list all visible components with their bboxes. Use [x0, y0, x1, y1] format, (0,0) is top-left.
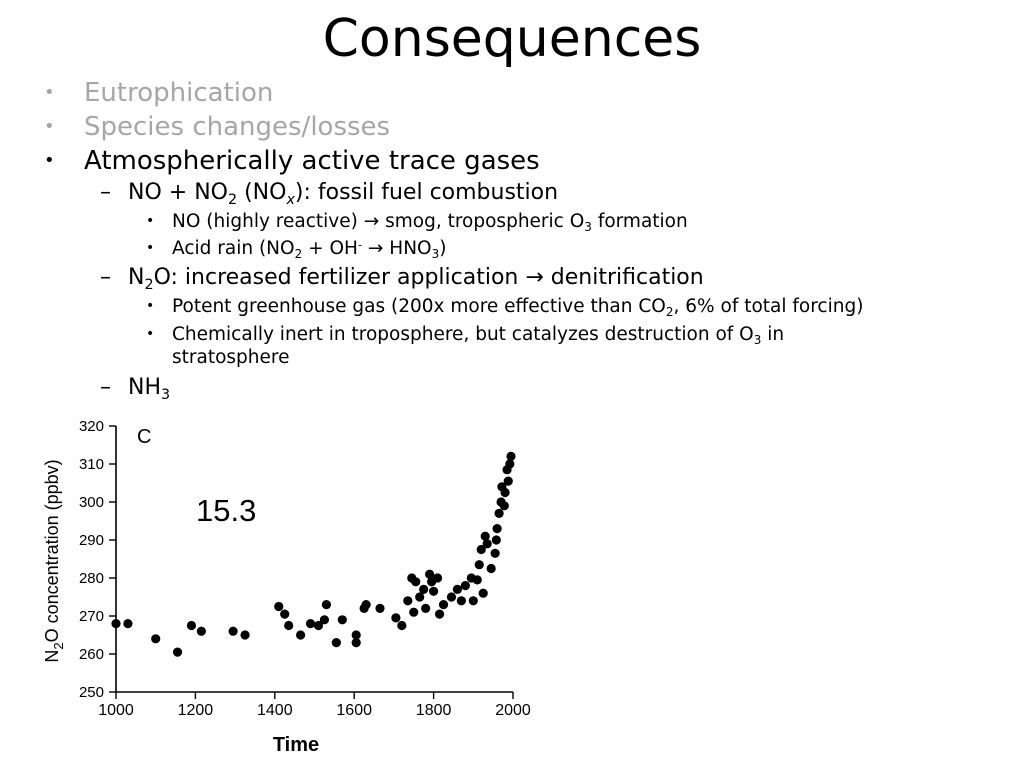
subbullet-text: NO + NO2 (NOx): fossil fuel combustion [128, 180, 559, 208]
bullet-marker: • [146, 213, 155, 229]
data-point [274, 601, 284, 612]
subbullet-text: NH3 [128, 375, 171, 403]
x-tick-label: 1600 [336, 702, 372, 719]
data-point [468, 596, 478, 606]
data-point [480, 531, 490, 541]
dash-marker: – [100, 265, 111, 290]
data-point [123, 619, 133, 629]
data-point [476, 544, 486, 555]
bullet-text: Eutrophication [84, 78, 274, 108]
data-point [460, 581, 470, 591]
x-tick-label: 1800 [416, 702, 452, 719]
point-text: Chemically inert in troposphere, but cat… [172, 324, 785, 368]
data-point [486, 563, 496, 574]
data-point [432, 573, 443, 583]
data-point [240, 630, 250, 640]
data-point [403, 596, 413, 606]
subbullet-text: N2O: increased fertilizer application → … [128, 265, 704, 293]
arrow-icon: → [363, 211, 380, 232]
data-point [505, 459, 515, 469]
data-point [474, 560, 484, 570]
data-point [411, 577, 421, 587]
bullet-text: Species changes/losses [84, 112, 391, 142]
x-tick-label: 1400 [257, 702, 293, 719]
data-point [391, 613, 401, 623]
data-point [456, 596, 466, 606]
data-point [499, 501, 509, 511]
data-point [361, 600, 371, 610]
bullet-marker: • [146, 298, 155, 314]
data-point [313, 620, 324, 631]
point-text: Potent greenhouse gas (200x more effecti… [172, 296, 864, 320]
y-tick-label: 250 [79, 684, 104, 701]
bullet-marker: • [44, 82, 55, 103]
y-tick-label: 290 [79, 532, 104, 549]
data-point [434, 609, 445, 619]
data-point [492, 524, 502, 534]
slide-title: Consequences [322, 9, 702, 69]
y-tick-label: 310 [79, 456, 104, 473]
data-point [446, 592, 457, 602]
annotation-value: 15.3 [196, 493, 256, 528]
x-axis-label: Time [273, 734, 319, 756]
dash-marker: – [100, 180, 111, 205]
data-point [472, 575, 482, 585]
dash-marker: – [100, 375, 111, 400]
data-point [494, 508, 504, 518]
data-point [421, 603, 431, 613]
data-point [500, 487, 510, 498]
data-point [351, 638, 361, 648]
data-point [111, 619, 121, 629]
data-point [284, 620, 294, 631]
data-point [305, 619, 316, 629]
bullet-marker: • [146, 326, 155, 342]
data-point [196, 626, 206, 636]
data-point [375, 603, 385, 613]
data-point [151, 634, 161, 644]
data-point [452, 584, 463, 594]
bullet-marker: • [146, 240, 155, 256]
data-point [337, 615, 347, 625]
data-point [397, 620, 407, 631]
data-point [280, 609, 290, 619]
data-point [482, 539, 492, 549]
data-point [228, 626, 238, 636]
data-point [429, 586, 439, 596]
x-tick-label: 2000 [495, 702, 531, 719]
y-tick-label: 260 [79, 646, 104, 663]
bullet-text: Atmospherically active trace gases [84, 146, 540, 176]
data-point [331, 638, 341, 648]
panel-label: C [137, 426, 151, 448]
arrow-icon: → [367, 238, 384, 259]
data-point [351, 630, 361, 640]
point-text: NO (highly reactive) → smog, tropospheri… [172, 211, 688, 235]
x-tick-label: 1200 [178, 702, 214, 719]
y-tick-label: 300 [79, 494, 104, 511]
bullet-marker: • [44, 116, 55, 137]
data-point [409, 607, 419, 617]
y-tick-label: 280 [79, 570, 104, 587]
data-point [321, 600, 332, 610]
data-point [478, 588, 488, 598]
y-tick-label: 320 [79, 418, 104, 435]
data-point [506, 451, 516, 461]
n2o-scatter-chart: 1000 1200 1400 1600 1800 2000 250 260 270 280 290 3… [42, 418, 531, 756]
data-point [415, 592, 425, 602]
data-point [438, 600, 449, 610]
data-point [186, 620, 197, 631]
data-point [319, 615, 330, 625]
data-point [503, 476, 513, 486]
point-text: Acid rain (NO2 + OH- → HNO3) [172, 238, 447, 262]
data-point [172, 647, 183, 657]
x-tick-label: 1000 [98, 702, 134, 719]
bullet-marker: • [44, 150, 55, 171]
data-point [491, 535, 501, 545]
data-point [490, 548, 500, 558]
y-axis-label: N2O concentration (ppbv) [42, 459, 66, 662]
data-point [425, 569, 435, 579]
data-point [296, 630, 306, 640]
y-tick-label: 270 [79, 608, 104, 625]
data-point [419, 584, 429, 594]
arrow-icon: → [525, 265, 544, 290]
